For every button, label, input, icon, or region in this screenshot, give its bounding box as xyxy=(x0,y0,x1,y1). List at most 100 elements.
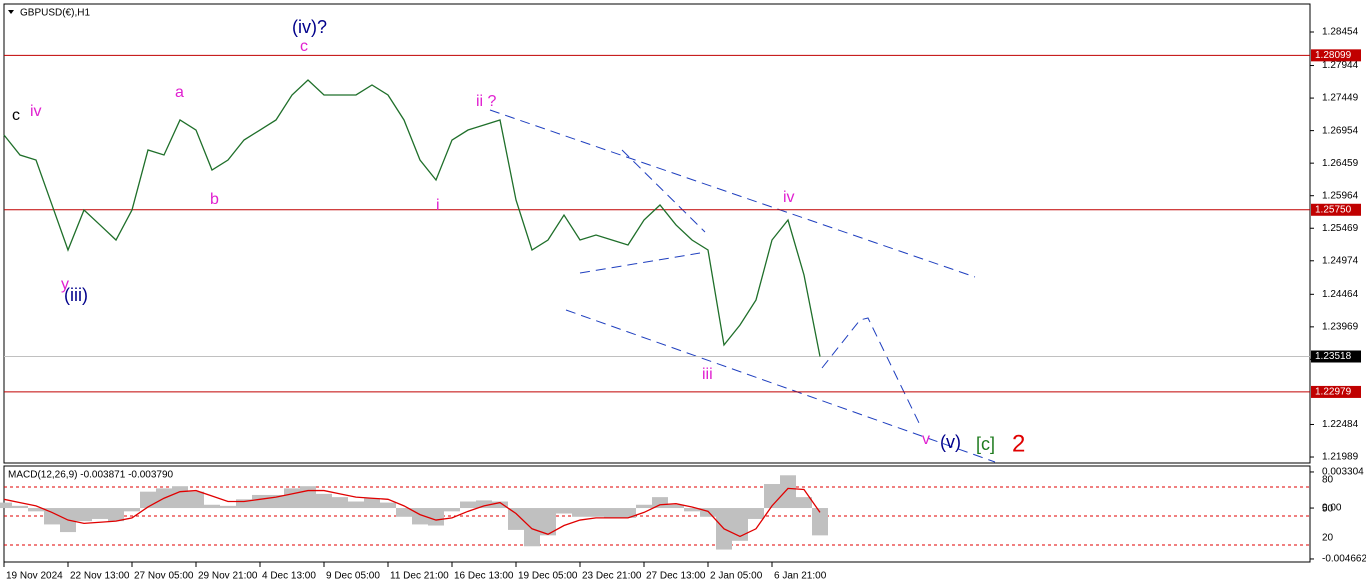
price-level-label: 1.22979 xyxy=(1315,387,1352,398)
channel-lines xyxy=(489,109,996,463)
x-tick-label: 22 Nov 13:00 xyxy=(70,571,130,582)
y-tick-label: 1.23969 xyxy=(1322,321,1359,332)
wave-label: ii ? xyxy=(476,93,497,110)
y-tick-label: 1.25469 xyxy=(1322,223,1359,234)
macd-bar xyxy=(300,486,316,509)
macd-bar xyxy=(140,491,156,509)
price-level-box xyxy=(1311,49,1361,62)
x-tick-label: 9 Dec 05:00 xyxy=(326,571,380,582)
macd-bar xyxy=(700,508,716,517)
x-tick-label: 27 Dec 13:00 xyxy=(646,571,706,582)
triangle-upper xyxy=(621,149,706,233)
macd-bar xyxy=(284,488,300,509)
x-tick-label: 4 Dec 13:00 xyxy=(262,571,316,582)
macd-bar xyxy=(220,505,236,509)
y2-tick-label: 80 xyxy=(1322,475,1334,486)
macd-bar xyxy=(396,508,412,517)
y-tick-label: 1.27944 xyxy=(1322,60,1359,71)
macd-bar xyxy=(684,508,700,512)
price-level-box xyxy=(1311,350,1361,363)
chart-title: GBPUSD(€),H1 xyxy=(20,8,90,19)
x-tick-label: 23 Dec 21:00 xyxy=(582,571,642,582)
macd-bar xyxy=(44,508,60,525)
macd-bar xyxy=(428,508,444,526)
macd-bar xyxy=(444,508,460,512)
wave-label: c xyxy=(300,38,308,55)
menu-arrow[interactable] xyxy=(8,10,14,14)
macd-bar xyxy=(748,508,764,519)
macd-bar xyxy=(380,502,396,509)
macd-bar xyxy=(668,504,684,509)
y-tick-label: 1.24464 xyxy=(1322,289,1359,300)
y2-tick-label: 50 xyxy=(1322,504,1334,515)
macd-bar xyxy=(348,501,364,509)
x-tick-label: 11 Dec 21:00 xyxy=(390,571,449,582)
wave-label: c xyxy=(12,107,20,124)
macd-bar xyxy=(524,508,540,547)
y-tick-label: 1.21989 xyxy=(1322,452,1359,463)
wave-label: v xyxy=(922,431,930,448)
macd-bar xyxy=(460,501,476,509)
macd-bar xyxy=(796,497,812,509)
triangle-lower xyxy=(579,252,701,274)
macd-bar xyxy=(188,491,204,509)
macd-title: MACD(12,26,9) -0.003871 -0.003790 xyxy=(8,470,174,481)
macd-bar xyxy=(236,499,252,509)
wave-label: (iv)? xyxy=(292,17,327,37)
wave-label: iv xyxy=(783,189,795,206)
x-tick-label: 29 Nov 21:00 xyxy=(198,571,258,582)
macd-bar xyxy=(476,500,492,509)
macd-bar xyxy=(364,498,380,509)
macd-bar xyxy=(508,508,524,530)
y-tick-label: 1.28454 xyxy=(1322,27,1359,38)
wave-label: iv xyxy=(30,103,42,120)
projection xyxy=(821,317,921,426)
y-tick-label: 1.27449 xyxy=(1322,93,1359,104)
macd-bar xyxy=(540,508,556,536)
macd-bar xyxy=(764,484,780,509)
y-tick-label: -0.004662 xyxy=(1322,554,1366,565)
macd-bar xyxy=(556,508,572,514)
macd-bar xyxy=(620,508,636,518)
macd-bar xyxy=(204,504,220,509)
y-tick-label: 1.24974 xyxy=(1322,255,1359,266)
wave-label: iii xyxy=(702,366,713,383)
macd-panel xyxy=(3,465,1311,563)
y-tick-label: 0.00 xyxy=(1322,503,1342,514)
macd-bar xyxy=(252,494,268,509)
macd-bar xyxy=(92,508,108,519)
wave-label: b xyxy=(210,191,219,208)
wave-label: i xyxy=(436,197,440,214)
price-level-label: 1.23518 xyxy=(1315,351,1352,362)
macd-bar xyxy=(28,508,44,512)
x-tick-label: 16 Dec 13:00 xyxy=(454,571,514,582)
price-level-box xyxy=(1311,203,1361,216)
x-tick-label: 19 Nov 2024 xyxy=(6,571,63,582)
x-tick-label: 27 Nov 05:00 xyxy=(134,571,194,582)
lower-channel xyxy=(565,309,996,463)
x-tick-label: 6 Jan 21:00 xyxy=(774,571,827,582)
macd-bar xyxy=(652,497,668,509)
macd-bar xyxy=(732,508,748,541)
macd-bar xyxy=(636,504,652,509)
y-tick-label: 1.22484 xyxy=(1322,419,1359,430)
wave-label: 2 xyxy=(1012,430,1025,457)
x-tick-label: 19 Dec 05:00 xyxy=(518,571,578,582)
price-line xyxy=(3,79,821,357)
wave-label: a xyxy=(175,84,184,101)
macd-bar xyxy=(12,505,28,509)
x-tick-label: 2 Jan 05:00 xyxy=(710,571,763,582)
upper-channel xyxy=(489,109,976,278)
macd-bar xyxy=(604,508,620,518)
price-level-box xyxy=(1311,385,1361,398)
wave-label: y xyxy=(61,276,69,293)
macd-bar xyxy=(812,508,828,536)
y2-tick-label: 20 xyxy=(1322,533,1334,544)
signal-line xyxy=(3,487,821,538)
price-level-label: 1.28099 xyxy=(1315,50,1352,61)
y-tick-label: 1.26954 xyxy=(1322,125,1359,136)
macd-bar xyxy=(332,497,348,509)
wave-label: (iii) xyxy=(64,285,88,305)
